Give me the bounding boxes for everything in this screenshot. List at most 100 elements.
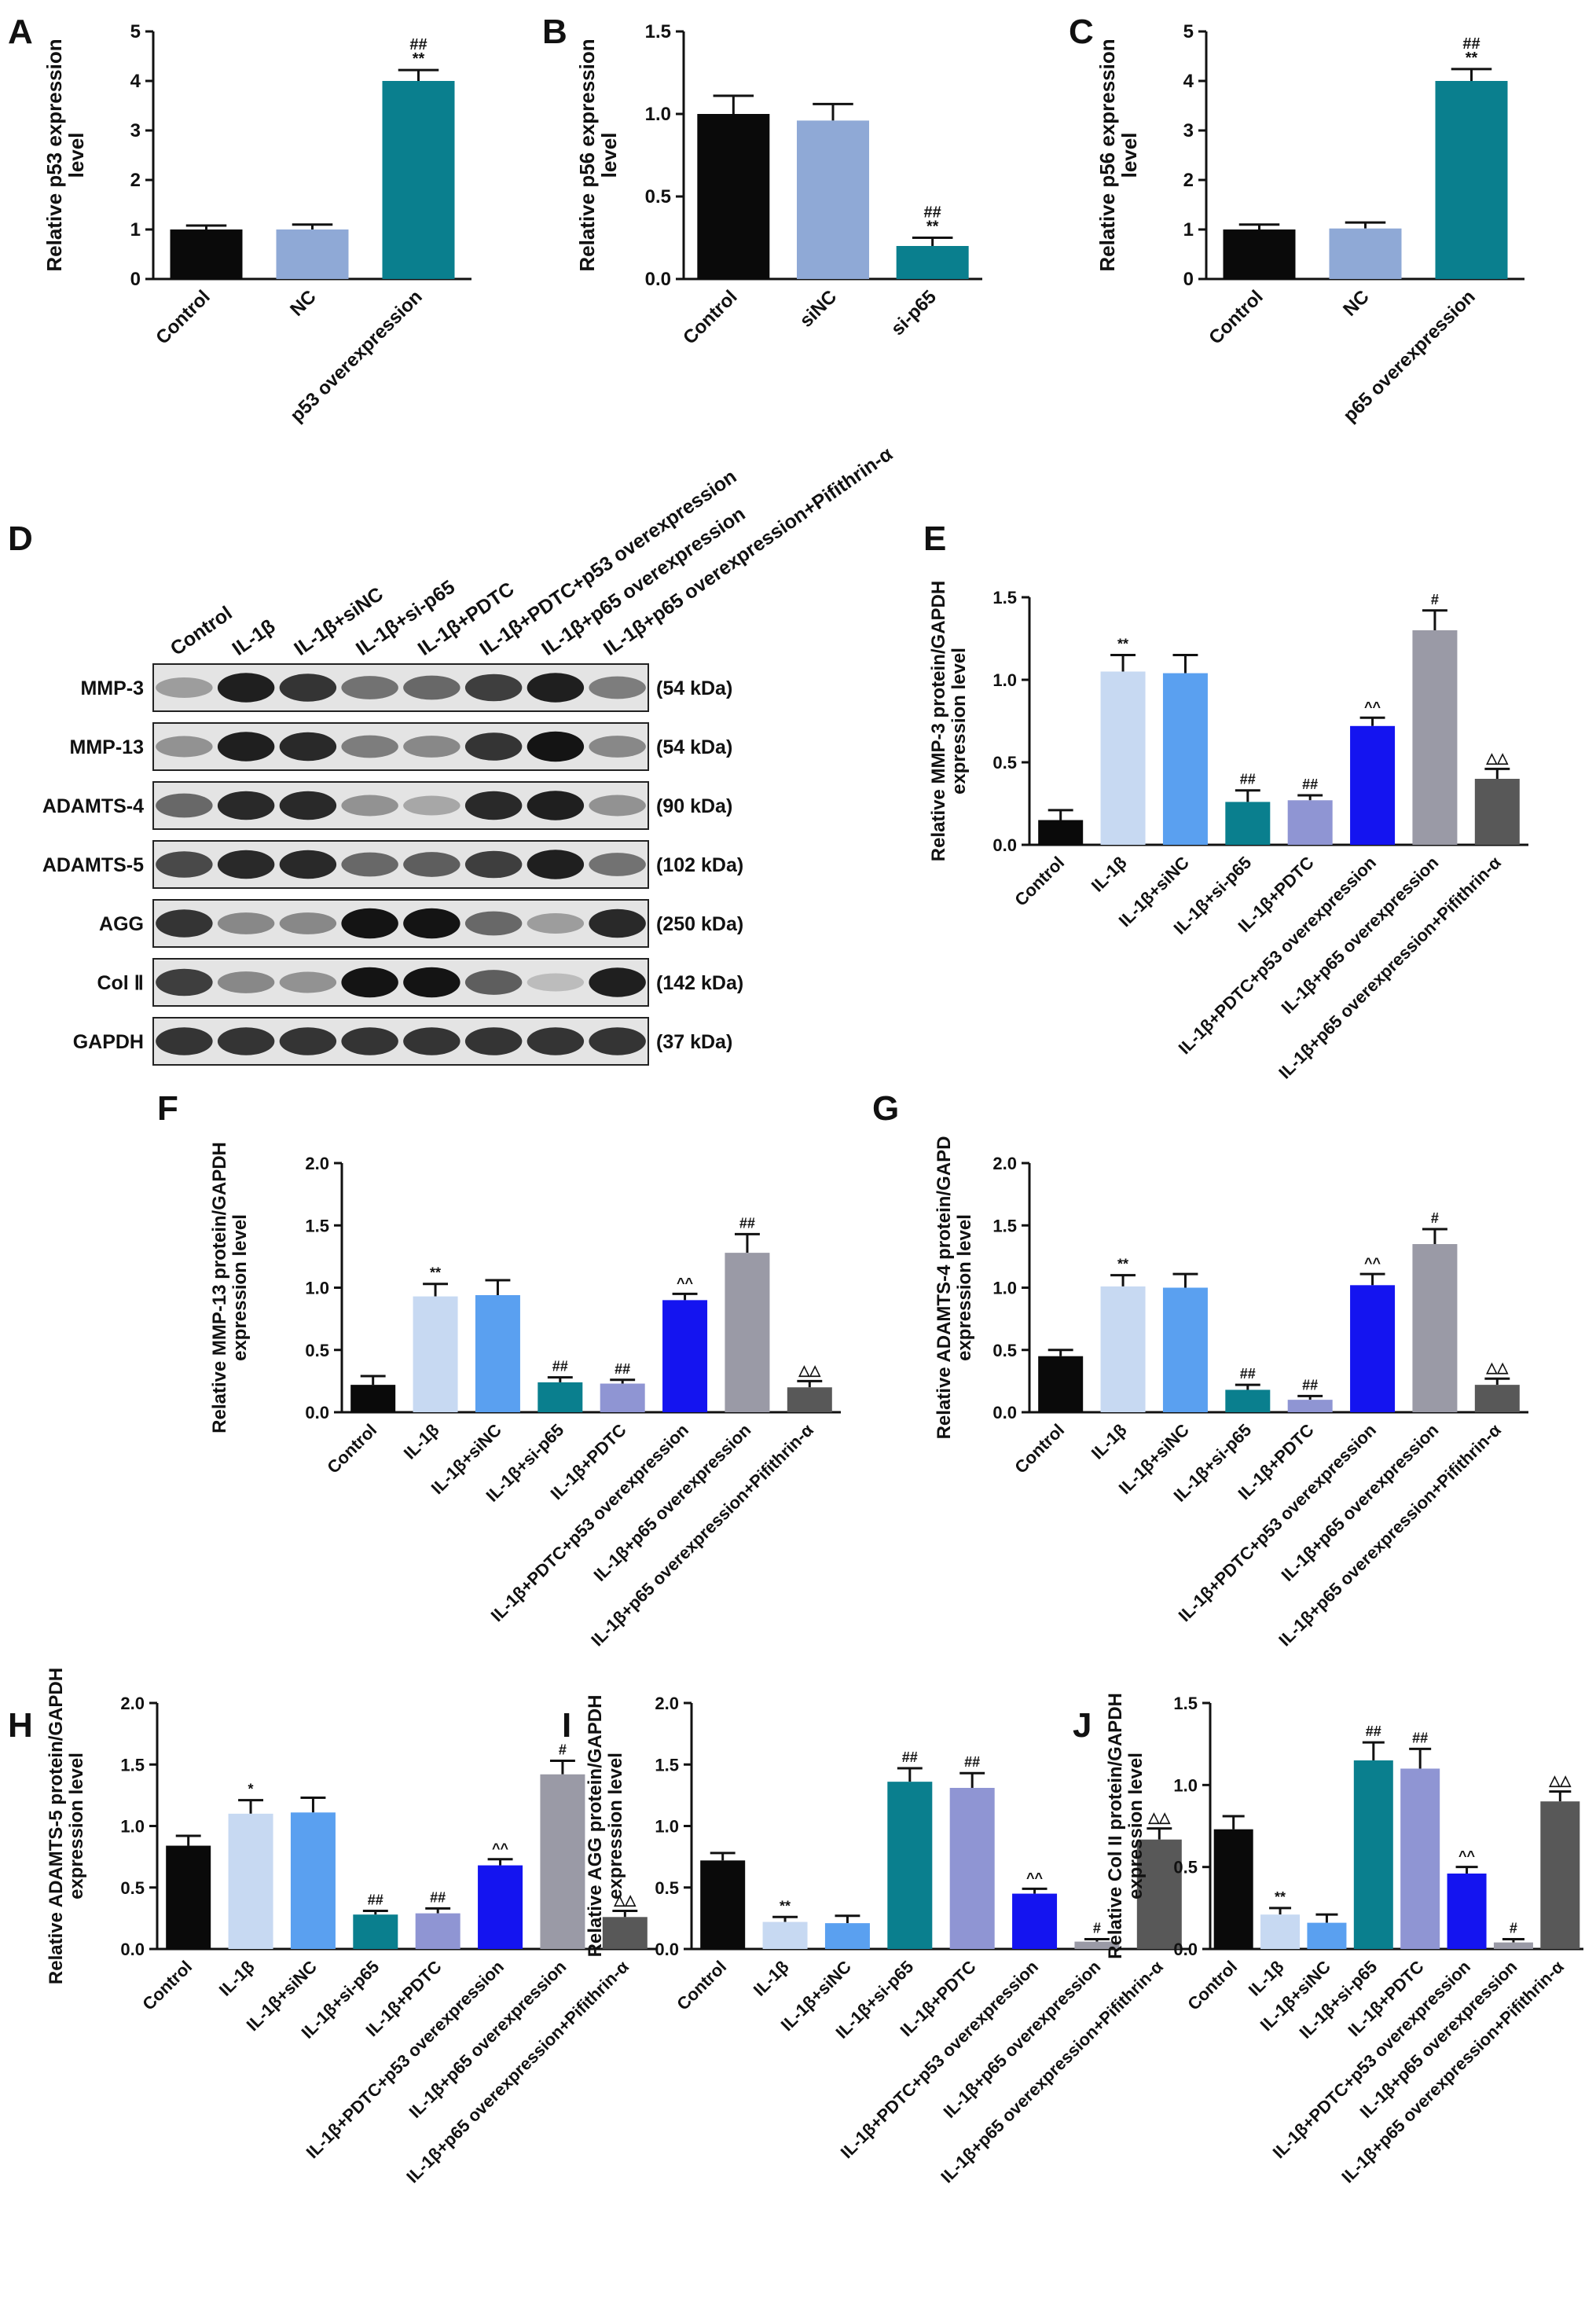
blot-band (589, 967, 646, 997)
y-axis-label: Relative p53 expressionlevel (42, 39, 88, 271)
y-tick-label: 0.5 (305, 1341, 329, 1360)
x-tick-label: siNC (795, 286, 841, 332)
blot-band (464, 970, 523, 995)
blot-size-label: (37 kDa) (656, 1031, 732, 1053)
significance-mark: △△ (1485, 1360, 1509, 1375)
bar (697, 114, 770, 279)
y-tick-label: 0.0 (645, 269, 671, 290)
y-axis-label: Relative MMP-3 protein/GAPDHexpression l… (928, 581, 970, 861)
x-tick-label: Control (138, 1957, 196, 2014)
bar (600, 1383, 645, 1412)
blot-band (403, 852, 460, 877)
panel-letter: H (8, 1706, 33, 1745)
y-tick-label: 0.5 (992, 753, 1017, 773)
bar (949, 1787, 995, 1949)
blot-band (341, 1027, 398, 1055)
blot-band (589, 795, 646, 817)
bar (166, 1845, 211, 1949)
significance-mark: ## (1462, 35, 1480, 53)
bar (1287, 800, 1333, 845)
bar (1400, 1768, 1440, 1949)
blot-band (341, 852, 398, 877)
significance-mark: ## (739, 1215, 755, 1231)
x-tick-label: Control (1011, 1420, 1068, 1477)
chart-panel-a: A 0 1 2 3 4 5 Relative p53 expressionlevel Contr… (8, 13, 471, 427)
x-tick-label: IL-1β (1245, 1957, 1288, 2000)
x-tick-label: NC (1339, 286, 1374, 321)
blot-band (217, 791, 275, 820)
y-tick-label: 3 (130, 120, 141, 141)
y-axis-label-line: level (597, 133, 621, 178)
blot-band (341, 795, 398, 817)
blot-band (589, 736, 646, 758)
bar (1493, 1942, 1533, 1949)
bar (896, 246, 969, 279)
bar (228, 1813, 273, 1949)
blot-row-label: MMP-13 (70, 736, 144, 758)
blot-band (464, 791, 523, 820)
y-tick-label: 1.0 (992, 670, 1017, 690)
y-tick-label: 1.5 (992, 588, 1017, 607)
significance-mark: △△ (798, 1362, 821, 1378)
y-axis-label-line: expression level (229, 1214, 251, 1361)
bar (353, 1914, 398, 1949)
y-tick-label: 0.5 (645, 186, 671, 207)
blot-band (217, 912, 275, 934)
blot-band (403, 675, 460, 700)
bar (1329, 228, 1402, 279)
y-tick-label: 0.0 (305, 1403, 329, 1422)
blot-size-label: (54 kDa) (656, 677, 732, 699)
y-tick-label: 0.5 (655, 1878, 679, 1898)
significance-mark: # (1431, 1210, 1439, 1226)
y-tick-label: 2.0 (992, 1154, 1017, 1173)
significance-mark: ** (780, 1898, 791, 1914)
y-axis-label-line: Relative Col II protein/GAPDH (1105, 1693, 1126, 1959)
blot-band (217, 1027, 275, 1055)
significance-mark: ## (902, 1749, 918, 1765)
y-tick-label: 1.5 (645, 21, 671, 42)
blot-band (464, 850, 523, 879)
bar (1540, 1801, 1580, 1949)
bar (1100, 1286, 1146, 1412)
blot-band (589, 908, 646, 938)
x-tick-label: Control (1183, 1957, 1241, 2014)
bar (602, 1917, 648, 1949)
blot-band (526, 913, 585, 934)
lane-label: IL-1β (229, 615, 280, 660)
significance-mark: ** (1117, 1257, 1128, 1272)
blot-band (279, 674, 337, 702)
y-tick-label: 1.5 (305, 1216, 329, 1235)
panel-letter: J (1073, 1706, 1092, 1745)
bar (538, 1382, 583, 1412)
blot-size-label: (102 kDa) (656, 854, 743, 876)
x-tick-label: IL-1β+p65 overexpression+Pifithrin-α (1275, 1420, 1505, 1650)
significance-mark: ## (409, 36, 427, 53)
significance-mark: ^^ (1364, 699, 1381, 714)
y-axis-label-line: Relative p56 expression (575, 39, 599, 271)
bar (1223, 229, 1296, 279)
chart-panel-e: E 0.0 0.5 1.0 1.5 Relative MMP-3 protein/GAPD… (923, 519, 1528, 1083)
blot-band (217, 673, 275, 703)
blot-row-label: AGG (99, 913, 144, 935)
blot-band (279, 971, 337, 993)
significance-mark: ** (413, 50, 425, 68)
y-axis-label: Relative ADAMTS-5 protein/GAPDHexpressio… (46, 1668, 87, 1984)
blot-band (403, 908, 460, 939)
y-tick-label: 0 (1183, 269, 1194, 290)
blot-band (156, 1027, 213, 1055)
blot-row-label: ADAMTS-4 (42, 795, 144, 817)
blot-row-label: ADAMTS-5 (42, 854, 144, 876)
x-tick-label: Control (323, 1420, 380, 1477)
y-axis-label-line: level (64, 133, 88, 178)
significance-mark: △△ (613, 1892, 637, 1907)
y-tick-label: 5 (1183, 21, 1194, 42)
y-tick-label: 2.0 (120, 1694, 145, 1713)
y-tick-label: 5 (130, 21, 141, 42)
chart-panel-f: F 0.0 0.5 1.0 1.5 2.0 Relative MMP-13 protein/… (157, 1089, 841, 1650)
significance-mark: ## (1240, 772, 1256, 787)
y-tick-label: 3 (1183, 120, 1194, 141)
significance-mark: ** (926, 218, 939, 236)
y-tick-label: 1 (130, 219, 141, 240)
y-tick-label: 4 (1183, 71, 1194, 92)
